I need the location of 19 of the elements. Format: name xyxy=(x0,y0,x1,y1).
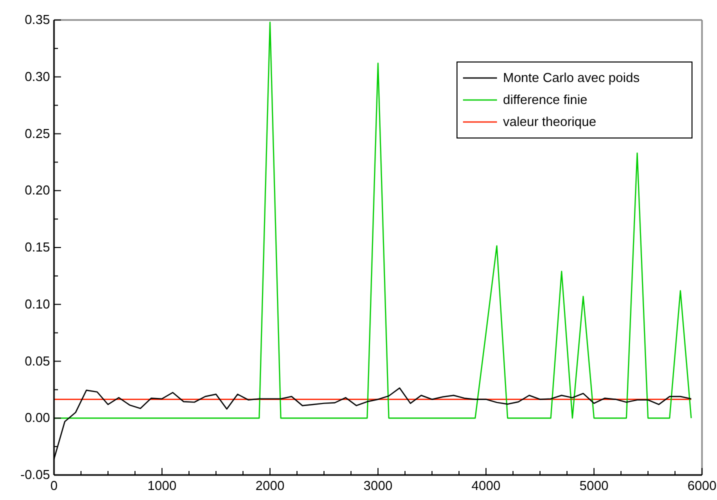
legend-label: difference finie xyxy=(503,92,588,107)
y-tick-label: 0.25 xyxy=(24,126,50,141)
x-tick-label: 5000 xyxy=(580,478,608,493)
x-tick-label: 1000 xyxy=(148,478,176,493)
x-tick-label: 4000 xyxy=(472,478,500,493)
y-tick-label: 0.35 xyxy=(24,12,50,27)
y-tick-label: 0.30 xyxy=(24,68,50,84)
x-tick-label: 6000 xyxy=(688,478,716,493)
x-tick-label: 3000 xyxy=(364,478,392,493)
legend-label: Monte Carlo avec poids xyxy=(503,70,640,85)
legend-label: valeur theorique xyxy=(503,114,596,129)
x-tick-label: 0 xyxy=(50,478,58,493)
y-tick-label: 0.10 xyxy=(24,296,50,312)
x-tick-label: 2000 xyxy=(256,478,284,493)
y-tick-label: 0.00 xyxy=(24,410,50,426)
y-tick-label: -0.05 xyxy=(20,467,50,482)
y-tick-label: 0.20 xyxy=(24,182,50,198)
y-tick-label: 0.15 xyxy=(24,240,50,254)
y-tick-label: 0.05 xyxy=(24,353,50,368)
